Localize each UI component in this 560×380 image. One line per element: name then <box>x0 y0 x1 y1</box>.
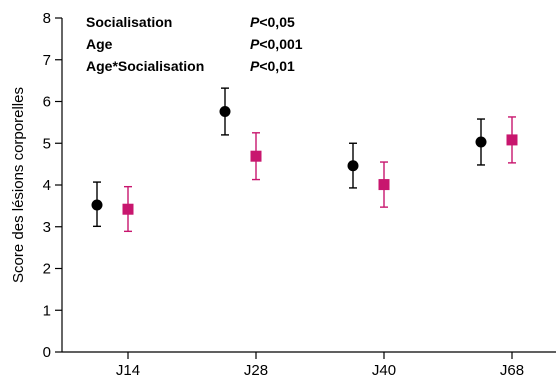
x-tick-label: J40 <box>372 362 396 379</box>
y-tick-label: 3 <box>43 219 51 236</box>
y-tick-label: 7 <box>43 52 51 69</box>
x-tick-label: J68 <box>500 362 524 379</box>
y-tick-label: 8 <box>43 10 51 27</box>
y-tick-label: 6 <box>43 94 51 111</box>
y-tick-label: 5 <box>43 135 51 152</box>
y-tick-label: 4 <box>43 177 51 194</box>
data-point <box>250 150 262 162</box>
data-point <box>378 179 390 191</box>
annotation-pvalue: P<0,05 <box>250 14 295 30</box>
y-tick-label: 1 <box>43 302 51 319</box>
y-tick-label: 2 <box>43 261 51 278</box>
x-tick-label: J14 <box>116 362 140 379</box>
annotation-label: Age <box>86 36 113 52</box>
data-point <box>475 136 487 148</box>
annotation-pvalue: P<0,01 <box>250 58 295 74</box>
x-ticks: J14 J28 J40 J68 <box>116 352 524 379</box>
y-axis-label: Score des lésions corporelles <box>10 87 27 283</box>
data-point <box>506 134 518 146</box>
annotation-label: Socialisation <box>86 14 172 30</box>
annotations: Socialisation P<0,05 Age P<0,001 Age*Sociali… <box>86 14 303 74</box>
data-point <box>347 160 359 172</box>
y-tick-label: 0 <box>43 344 51 361</box>
annotation-label: Age*Socialisation <box>86 58 204 74</box>
data-point <box>219 106 231 118</box>
data-points <box>91 87 518 233</box>
data-point <box>91 199 103 211</box>
x-tick-label: J28 <box>244 362 268 379</box>
data-point <box>122 203 134 215</box>
y-ticks: 0 1 2 3 4 5 6 7 8 <box>43 10 62 361</box>
annotation-pvalue: P<0,001 <box>250 36 303 52</box>
